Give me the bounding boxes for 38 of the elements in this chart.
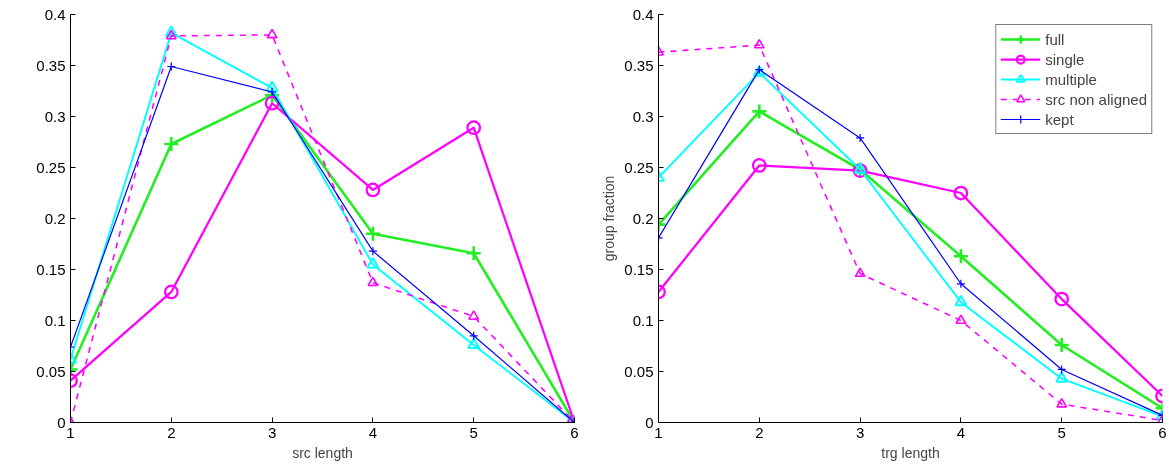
- legend-label: kept: [1045, 109, 1074, 129]
- x-tick-label: 4: [368, 423, 378, 441]
- y-tick-label: 0.3: [632, 107, 654, 125]
- legend-label: single: [1045, 49, 1085, 69]
- x-tick-label: 5: [1057, 423, 1066, 441]
- y-tick-label: 0.15: [36, 260, 66, 278]
- x-tick-label: 6: [1158, 423, 1167, 441]
- legend-label: src non aligned: [1045, 89, 1147, 109]
- x-tick-label: 3: [267, 423, 277, 441]
- y-tick-label: 0.15: [624, 260, 654, 278]
- x-axis-title: trg length: [881, 444, 940, 461]
- x-tick-label: 5: [469, 423, 478, 441]
- x-tick-label: 3: [855, 423, 865, 441]
- y-tick-label: 0.05: [36, 362, 66, 380]
- y-tick-label: 0.35: [624, 56, 654, 74]
- y-tick-label: 0.2: [632, 209, 654, 227]
- x-axis-title: src length: [292, 444, 353, 461]
- x-tick-label: 1: [66, 423, 75, 441]
- y-tick-label: 0.3: [44, 107, 66, 125]
- x-tick-label: 6: [570, 423, 579, 441]
- y-tick-label: 0.4: [44, 5, 66, 23]
- x-tick-label: 2: [755, 423, 764, 441]
- y-tick-label: 0.05: [624, 362, 654, 380]
- y-tick-label: 0.1: [632, 311, 654, 329]
- y-tick-label: 0: [57, 413, 66, 431]
- y-tick-label: 0.25: [36, 158, 66, 176]
- y-tick-label: 0: [645, 413, 654, 431]
- y-tick-label: 0.4: [632, 5, 654, 23]
- x-tick-label: 1: [654, 423, 663, 441]
- x-tick-label: 2: [167, 423, 176, 441]
- y-tick-label: 0.1: [44, 311, 66, 329]
- y-axis-title: group fraction: [601, 175, 618, 262]
- x-tick-label: 4: [956, 423, 966, 441]
- y-tick-label: 0.25: [624, 158, 654, 176]
- y-tick-label: 0.2: [44, 209, 66, 227]
- legend-label: full: [1045, 29, 1066, 49]
- y-tick-label: 0.35: [36, 56, 66, 74]
- legend-label: multiple: [1045, 69, 1097, 89]
